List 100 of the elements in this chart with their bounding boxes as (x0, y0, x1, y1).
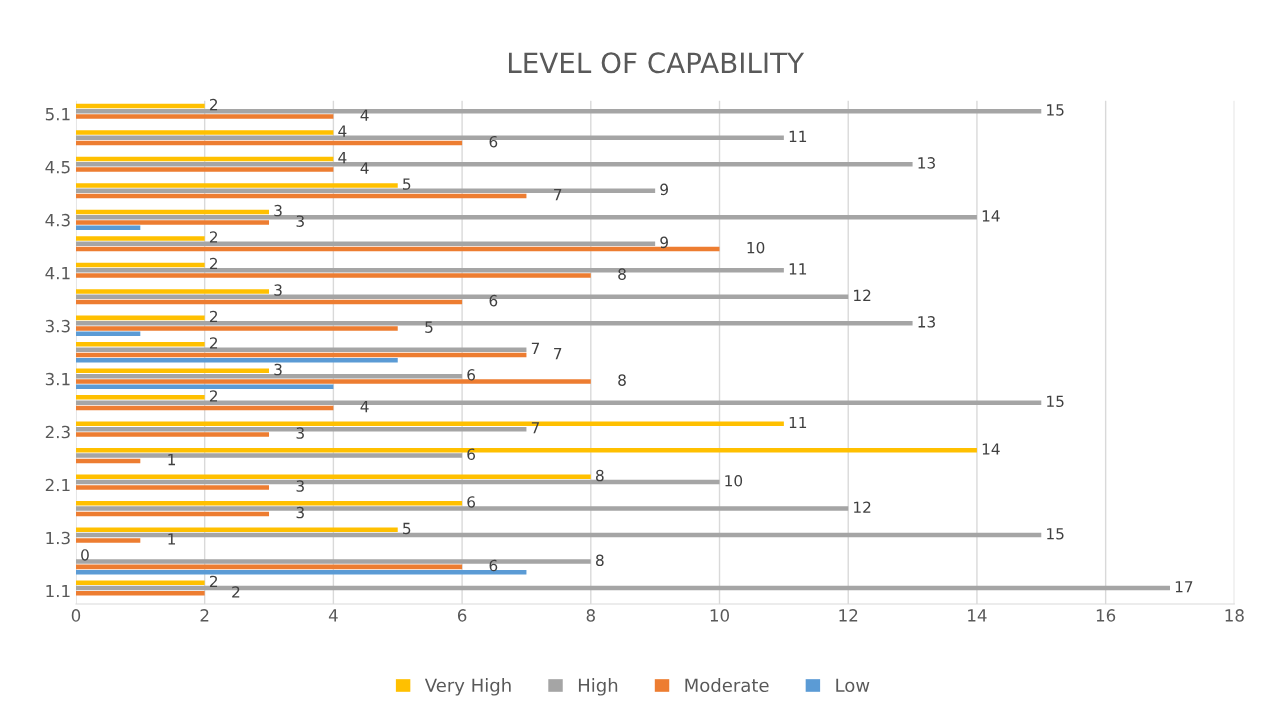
data-label: 14 (982, 210, 1000, 222)
bar (75, 183, 398, 188)
data-label: 4 (360, 162, 369, 174)
data-label: 2 (209, 390, 218, 402)
bar (75, 326, 398, 331)
bar (75, 342, 205, 347)
bar (75, 358, 398, 363)
y-tick-label: 4.3 (45, 213, 70, 227)
data-label: 9 (660, 236, 668, 249)
y-tick-label: 1.3 (46, 531, 70, 545)
legend-label: Low (836, 678, 870, 693)
data-label: 10 (747, 241, 765, 254)
bar (75, 241, 656, 246)
legend-label: Moderate (685, 678, 769, 693)
data-label: 2 (209, 337, 218, 349)
data-label: 2 (209, 257, 218, 270)
y-tick-label: 3.3 (45, 319, 70, 333)
data-label: 3 (296, 480, 304, 492)
bar (75, 236, 205, 241)
data-label: 2 (209, 575, 218, 587)
data-label: 5 (403, 522, 411, 535)
bar (75, 395, 205, 400)
data-label: 4 (360, 401, 369, 413)
data-label: 7 (554, 348, 562, 360)
data-label: 5 (403, 178, 411, 190)
data-label: 1 (168, 533, 176, 545)
x-tick-label: 8 (586, 609, 595, 622)
data-label: 6 (489, 294, 498, 307)
bar (75, 273, 591, 278)
data-label: 6 (467, 369, 476, 381)
bar (75, 130, 334, 135)
data-label: 14 (982, 443, 1000, 455)
x-tick-label: 6 (457, 609, 467, 622)
data-label: 13 (918, 157, 935, 169)
data-label: 6 (489, 135, 498, 148)
x-tick-label: 12 (839, 609, 858, 622)
data-label: 10 (725, 474, 743, 487)
data-label: 3 (296, 215, 304, 227)
data-label: 3 (274, 363, 282, 376)
data-label: 15 (1047, 104, 1064, 116)
data-label: 13 (918, 316, 935, 328)
data-label: 2 (232, 586, 240, 598)
data-label: 5 (425, 321, 433, 333)
bar (75, 384, 334, 389)
y-tick-label: 1.1 (46, 584, 70, 598)
bar (75, 538, 141, 543)
data-label: 9 (660, 183, 668, 196)
legend-label: Very High (424, 678, 511, 696)
data-label: 15 (1047, 528, 1064, 540)
x-tick-label: 4 (328, 609, 338, 622)
data-label: 4 (360, 109, 369, 121)
y-tick-label: 2.1 (45, 478, 70, 492)
bar (75, 485, 270, 490)
y-tick-label: 4.1 (45, 267, 70, 280)
bar (75, 167, 334, 172)
data-label: 2 (209, 98, 218, 111)
bar (75, 347, 527, 352)
x-tick-label: 2 (200, 609, 209, 622)
data-label: 8 (596, 554, 604, 567)
data-label: 4 (338, 125, 347, 137)
bar (75, 289, 270, 294)
x-tick-label: 10 (710, 609, 730, 622)
data-label: 0 (81, 549, 89, 561)
data-label: 11 (789, 130, 807, 142)
data-label: 1 (168, 453, 176, 466)
data-label: 12 (854, 289, 871, 301)
data-label: 2 (209, 310, 218, 323)
data-label: 8 (618, 374, 626, 386)
data-label: 12 (854, 501, 871, 513)
y-tick-label: 5.1 (45, 108, 70, 121)
data-label: 3 (274, 204, 282, 217)
bar (75, 501, 463, 506)
data-label: 7 (531, 342, 540, 354)
data-label: 15 (1047, 395, 1064, 408)
data-label: 7 (554, 189, 562, 201)
bar (75, 432, 270, 437)
data-label: 2 (209, 231, 218, 243)
bar (75, 591, 205, 596)
data-label: 3 (296, 427, 304, 439)
x-tick-label: 0 (71, 609, 81, 622)
data-label: 6 (489, 559, 498, 572)
data-label: 4 (338, 152, 347, 164)
x-tick-label: 14 (968, 609, 987, 622)
data-label: 6 (467, 496, 476, 508)
bar (75, 379, 591, 384)
data-label: 8 (596, 469, 604, 482)
data-label: 11 (789, 263, 807, 275)
data-label: 11 (789, 416, 807, 429)
chart-title: LEVEL OF CAPABILITY (508, 52, 805, 74)
y-tick-label: 2.3 (45, 425, 70, 439)
x-tick-label: 16 (1096, 609, 1116, 622)
bar (75, 114, 334, 119)
bar (75, 220, 270, 225)
data-label: 8 (618, 268, 626, 280)
legend-label: High (578, 678, 618, 696)
y-tick-label: 3.1 (45, 372, 70, 386)
data-label: 3 (274, 284, 282, 296)
data-label: 17 (1175, 581, 1193, 593)
x-tick-label: 18 (1225, 609, 1244, 622)
y-tick-label: 4.5 (45, 161, 70, 174)
